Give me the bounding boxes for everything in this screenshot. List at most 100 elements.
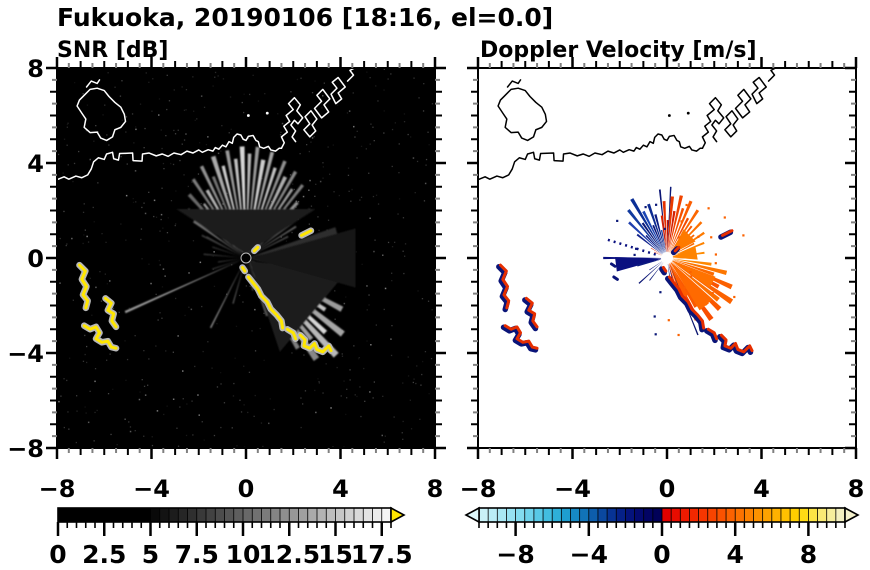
- coast-pier: [752, 78, 766, 104]
- noise-dot: [72, 180, 74, 183]
- beam: [649, 261, 665, 281]
- noise-dot: [280, 236, 282, 238]
- noise-dot: [150, 282, 152, 285]
- noise-dot: [199, 142, 201, 144]
- noise-dot: [66, 144, 68, 146]
- coast-pier: [736, 89, 751, 118]
- noise-dot: [346, 112, 349, 114]
- colorbar-segment: [478, 507, 490, 523]
- noise-dot: [291, 352, 293, 354]
- noise-dot: [329, 173, 331, 175]
- noise-dot: [166, 108, 168, 111]
- coast-pier: [315, 89, 330, 118]
- noise-dot: [181, 86, 183, 88]
- speck: [711, 292, 714, 295]
- y-axis-tick-label: −8: [7, 435, 44, 463]
- colorbar-segment: [661, 507, 673, 523]
- noise-dot: [296, 102, 298, 105]
- noise-dot: [89, 277, 91, 279]
- noise-dot: [247, 137, 249, 140]
- noise-dot: [360, 415, 362, 418]
- target: [721, 335, 752, 352]
- noise-dot: [112, 307, 115, 309]
- beam: [670, 241, 705, 257]
- noise-dot: [338, 194, 340, 197]
- noise-dot: [372, 397, 374, 399]
- noise-dot: [236, 445, 238, 447]
- colorbar-segment: [113, 508, 124, 522]
- x-axis-tick-label: 0: [238, 475, 255, 503]
- noise-dot: [354, 394, 356, 396]
- noise-dot: [247, 411, 249, 414]
- noise-dot: [347, 174, 350, 176]
- noise-dot: [341, 353, 343, 355]
- noise-dot: [156, 410, 159, 412]
- noise-dot: [372, 195, 375, 198]
- noise-dot: [133, 142, 135, 144]
- noise-dot: [262, 445, 264, 448]
- colorbar-segment: [362, 507, 374, 523]
- noise-dot: [153, 215, 155, 218]
- noise-dot: [162, 162, 165, 165]
- beam: [246, 262, 248, 280]
- noise-dot: [369, 77, 371, 79]
- colorbar-segment: [307, 507, 318, 523]
- noise-dot: [390, 338, 392, 340]
- noise-dot: [402, 250, 404, 252]
- noise-dot: [229, 96, 232, 98]
- noise-dot: [402, 382, 404, 384]
- coast-islet: [265, 111, 269, 115]
- noise-dot: [134, 335, 136, 337]
- noise-dot: [168, 240, 170, 242]
- target: [723, 231, 732, 236]
- noise-dot: [273, 408, 275, 411]
- noise-dot: [213, 285, 216, 287]
- noise-dot: [143, 202, 145, 204]
- noise-dot: [143, 147, 145, 149]
- noise-dot: [348, 110, 351, 112]
- noise-dot: [159, 264, 161, 266]
- noise-dot: [220, 426, 222, 429]
- noise-dot: [188, 306, 190, 308]
- noise-dot: [191, 400, 193, 402]
- noise-dot: [383, 308, 385, 311]
- noise-dot: [126, 358, 129, 361]
- noise-dot: [161, 286, 164, 288]
- beam: [645, 234, 665, 255]
- colorbar-tick-label: 2.5: [82, 540, 126, 569]
- noise-dot: [222, 78, 225, 80]
- noise-dot: [76, 395, 78, 397]
- noise-speckle: [57, 68, 434, 448]
- target: [79, 265, 87, 308]
- noise-dot: [351, 188, 353, 191]
- noise-dot: [377, 203, 380, 205]
- noise-dot: [125, 379, 127, 381]
- noise-dot: [141, 206, 143, 209]
- noise-dot: [161, 147, 163, 150]
- coast-pier: [348, 68, 355, 81]
- noise-dot: [234, 357, 236, 359]
- colorbar-segment: [177, 507, 189, 523]
- noise-dot: [336, 366, 338, 369]
- noise-dot: [148, 81, 150, 83]
- noise-dot: [188, 272, 190, 274]
- noise-dot: [160, 218, 162, 221]
- noise-dot: [403, 113, 406, 115]
- noise-dot: [401, 432, 403, 434]
- speck: [654, 333, 657, 336]
- noise-dot: [161, 317, 163, 319]
- colorbar-tick-label: 10: [226, 540, 261, 569]
- noise-dot: [359, 386, 361, 388]
- colorbar-segment: [233, 507, 244, 523]
- noise-dot: [196, 118, 198, 120]
- noise-dot: [87, 421, 90, 424]
- speck: [742, 234, 745, 237]
- noise-dot: [121, 80, 123, 82]
- coast-pier: [769, 68, 776, 81]
- noise-dot: [431, 309, 433, 311]
- colorbar-segment: [67, 508, 77, 522]
- noise-dot: [185, 133, 187, 135]
- coast-pier: [725, 111, 738, 137]
- noise-dot: [155, 293, 157, 295]
- noise-dot: [394, 122, 396, 124]
